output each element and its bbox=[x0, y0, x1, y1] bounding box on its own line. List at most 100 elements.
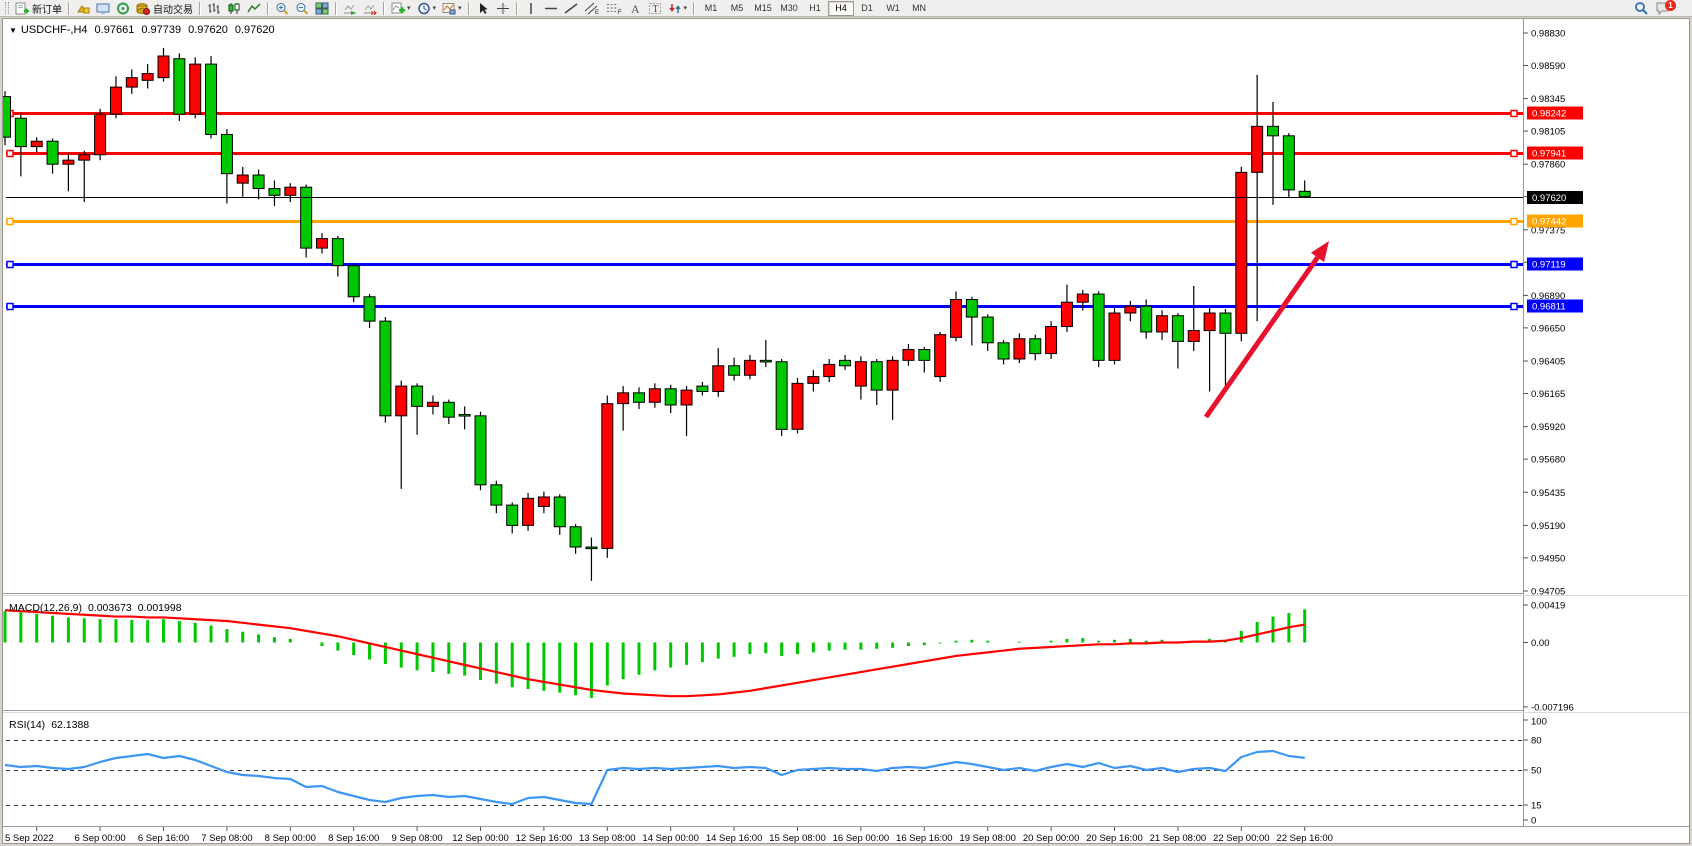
price-scale-label: 0.96165 bbox=[1531, 389, 1565, 400]
trend-arrow-annotation[interactable] bbox=[1203, 241, 1329, 419]
tf-button-M5[interactable]: M5 bbox=[730, 3, 744, 13]
collapse-triangle-icon[interactable]: ▼ bbox=[9, 26, 17, 35]
hline-right-handle[interactable] bbox=[1510, 109, 1518, 118]
tile-windows-button[interactable] bbox=[312, 1, 332, 16]
tile-windows-icon bbox=[315, 2, 329, 15]
candle-body-up bbox=[236, 174, 249, 184]
hline-right-handle[interactable] bbox=[1510, 217, 1518, 226]
line-chart-button[interactable] bbox=[244, 1, 264, 16]
toolbar-separator bbox=[267, 1, 269, 15]
tf-button-M30[interactable]: M30 bbox=[780, 3, 798, 13]
trend-arrow-head[interactable] bbox=[1310, 241, 1329, 262]
hline-left-handle[interactable] bbox=[6, 302, 14, 311]
hline-left-handle[interactable] bbox=[6, 260, 14, 269]
price-badge-0.97620: 0.97620 bbox=[1527, 191, 1583, 204]
price-badge-text: 0.96811 bbox=[1532, 302, 1566, 313]
fibonacci-button[interactable]: F bbox=[603, 1, 625, 16]
tf-button-M15[interactable]: M15 bbox=[754, 3, 772, 13]
toolbar-separator bbox=[515, 1, 518, 15]
vertical-line-button[interactable] bbox=[521, 1, 541, 16]
new-order-button[interactable]: 新订单 bbox=[12, 1, 65, 16]
market-watch-icon bbox=[76, 2, 90, 15]
price-badge-rect bbox=[1527, 106, 1583, 120]
hline-left-handle[interactable] bbox=[6, 149, 14, 158]
chart-title[interactable]: ▼ USDCHF-,H4 0.97661 0.97739 0.97620 0.97620 bbox=[9, 24, 275, 36]
bar-chart-button[interactable] bbox=[204, 1, 224, 16]
search-button[interactable] bbox=[1631, 1, 1652, 16]
candle-body-up bbox=[125, 77, 138, 88]
price-badge-0.96811: 0.96811 bbox=[1527, 299, 1583, 313]
candle-body-up bbox=[680, 389, 693, 406]
candle-body-down bbox=[411, 385, 424, 407]
candle-body-down bbox=[759, 359, 772, 363]
ohlc-close: 0.97620 bbox=[234, 24, 275, 36]
chart-shift-button[interactable] bbox=[360, 1, 380, 16]
text-label-button[interactable]: T bbox=[645, 1, 665, 16]
toolbar-grip[interactable] bbox=[5, 2, 9, 14]
periods-button[interactable]: ▾ bbox=[414, 1, 440, 16]
candle-body-up bbox=[1076, 293, 1089, 303]
tf-button-MN[interactable]: MN bbox=[912, 3, 927, 13]
horizontal-line-button[interactable] bbox=[541, 1, 561, 16]
candle-body-up bbox=[1251, 125, 1264, 173]
time-axis-label: 7 Sep 08:00 bbox=[201, 833, 252, 843]
tf-button-H1[interactable]: H1 bbox=[809, 3, 821, 13]
candle-body-up bbox=[648, 388, 661, 403]
trend-arrow-shaft[interactable] bbox=[1203, 255, 1320, 419]
zoom-out-button[interactable] bbox=[292, 1, 312, 16]
dropdown-caret: ▾ bbox=[432, 5, 437, 12]
dropdown-caret: ▾ bbox=[683, 5, 688, 12]
templates-button[interactable]: ▾ bbox=[439, 1, 465, 16]
price-scale-label: 0.95435 bbox=[1531, 488, 1565, 499]
hline-right-handle[interactable] bbox=[1510, 149, 1518, 158]
candle-body-down bbox=[268, 188, 281, 196]
time-axis-label: 8 Sep 00:00 bbox=[265, 833, 316, 843]
search-icon bbox=[1634, 1, 1649, 15]
rsi-axis-label: 80 bbox=[1531, 736, 1542, 747]
candle-body-up bbox=[791, 382, 804, 430]
data-window-button[interactable] bbox=[93, 1, 113, 16]
zoom-in-button[interactable] bbox=[272, 1, 292, 16]
navigator-button[interactable] bbox=[113, 1, 133, 16]
tf-button-D1[interactable]: D1 bbox=[861, 3, 873, 13]
time-axis-label: 9 Sep 08:00 bbox=[391, 833, 442, 843]
hline-left-handle[interactable] bbox=[6, 217, 14, 226]
trendline-button[interactable] bbox=[561, 1, 581, 16]
candle-body-down bbox=[347, 265, 360, 298]
arrows-button[interactable]: ▾ bbox=[665, 1, 691, 16]
tf-button-W1[interactable]: W1 bbox=[886, 3, 900, 13]
candle-body-up bbox=[189, 63, 202, 115]
candle-body-down bbox=[3, 96, 11, 138]
candle-body-down bbox=[1298, 190, 1311, 198]
time-axis-label: 20 Sep 00:00 bbox=[1023, 833, 1080, 843]
autotrading-button[interactable]: 自动交易 bbox=[133, 1, 196, 16]
candle-body-up bbox=[854, 361, 867, 387]
chat-button[interactable]: 1 bbox=[1652, 0, 1684, 16]
tf-button-M1[interactable]: M1 bbox=[704, 3, 718, 13]
crosshair-button[interactable] bbox=[493, 1, 513, 16]
price-badge-rect bbox=[1527, 146, 1583, 160]
candle-body-up bbox=[94, 113, 107, 156]
add-indicator-button[interactable]: ▾ bbox=[388, 1, 414, 16]
ohlc-open: 0.97661 bbox=[94, 24, 135, 36]
tf-button-H4[interactable]: H4 bbox=[828, 0, 855, 16]
text-button[interactable]: A bbox=[625, 1, 645, 16]
price-badge-text: 0.98242 bbox=[1532, 109, 1566, 120]
macd-axis-label: 0.00419 bbox=[1531, 600, 1565, 611]
candle-body-up bbox=[934, 334, 947, 378]
text-label-icon: T bbox=[648, 2, 662, 15]
candle-body-down bbox=[506, 504, 519, 526]
candle-body-up bbox=[522, 497, 535, 526]
hline-right-handle[interactable] bbox=[1510, 260, 1518, 269]
market-watch-button[interactable] bbox=[73, 1, 93, 16]
candle-body-down bbox=[1092, 293, 1105, 361]
time-axis[interactable]: 5 Sep 2022 6 Sep 00:00 6 Sep 16:00 7 Sep 08… bbox=[5, 827, 1333, 843]
cursor-button[interactable] bbox=[473, 1, 493, 16]
hline-right-handle[interactable] bbox=[1510, 302, 1518, 311]
chart-canvas[interactable]: 0.98830 0.98590 0.98345 0.98105 0.97860 0.976… bbox=[3, 19, 1689, 843]
equidistant-channel-button[interactable]: E bbox=[581, 1, 603, 16]
candle-chart-button[interactable] bbox=[224, 1, 244, 16]
candle-body-up bbox=[1235, 171, 1248, 334]
auto-scroll-button[interactable] bbox=[340, 1, 360, 16]
macd-signal-value: 0.001998 bbox=[137, 602, 182, 614]
